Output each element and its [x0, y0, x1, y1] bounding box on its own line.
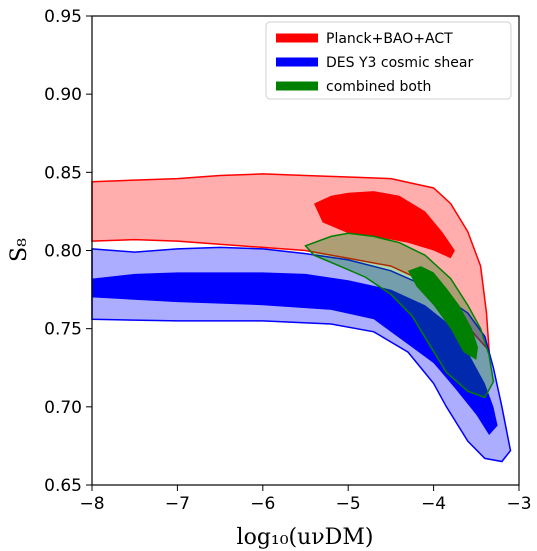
- x-tick-label: −6: [250, 494, 275, 514]
- y-tick-label: 0.95: [44, 7, 82, 27]
- y-tick-label: 0.80: [44, 242, 82, 262]
- contours-layer: [91, 173, 512, 463]
- y-tick-label: 0.85: [44, 163, 82, 183]
- series-0-contour-68: [314, 191, 455, 259]
- x-tick-label: −3: [506, 494, 531, 514]
- y-tick-label: 0.90: [44, 85, 82, 105]
- x-axis: −8 −7 −6 −5 −4 −3: [79, 485, 532, 514]
- legend-label: DES Y3 cosmic shear: [326, 55, 473, 71]
- y-axis: 0.65 0.70 0.75 0.80 0.85 0.90 0.95: [44, 7, 92, 496]
- y-tick-label: 0.75: [44, 320, 82, 340]
- x-tick-label: −7: [165, 494, 190, 514]
- legend-entries: Planck+BAO+ACT DES Y3 cosmic shear combine…: [276, 31, 473, 95]
- legend-box: [265, 21, 512, 100]
- legend-label: Planck+BAO+ACT: [326, 31, 453, 47]
- x-tick-label: −5: [336, 494, 361, 514]
- legend-label: combined both: [326, 79, 431, 95]
- y-tick-label: 0.70: [44, 398, 82, 418]
- x-axis-label: log₁₀(uνDM): [237, 525, 374, 550]
- y-tick-label: 0.65: [44, 476, 82, 496]
- series-2-contour-95: [304, 232, 495, 399]
- y-axis-label: S₈: [7, 238, 32, 262]
- x-tick-label: −4: [421, 494, 446, 514]
- series-1-contour-68: [92, 272, 498, 435]
- series-2-contour-68: [408, 266, 478, 360]
- x-tick-label: −8: [79, 494, 104, 514]
- legend: Planck+BAO+ACT DES Y3 cosmic shear combine…: [265, 21, 512, 100]
